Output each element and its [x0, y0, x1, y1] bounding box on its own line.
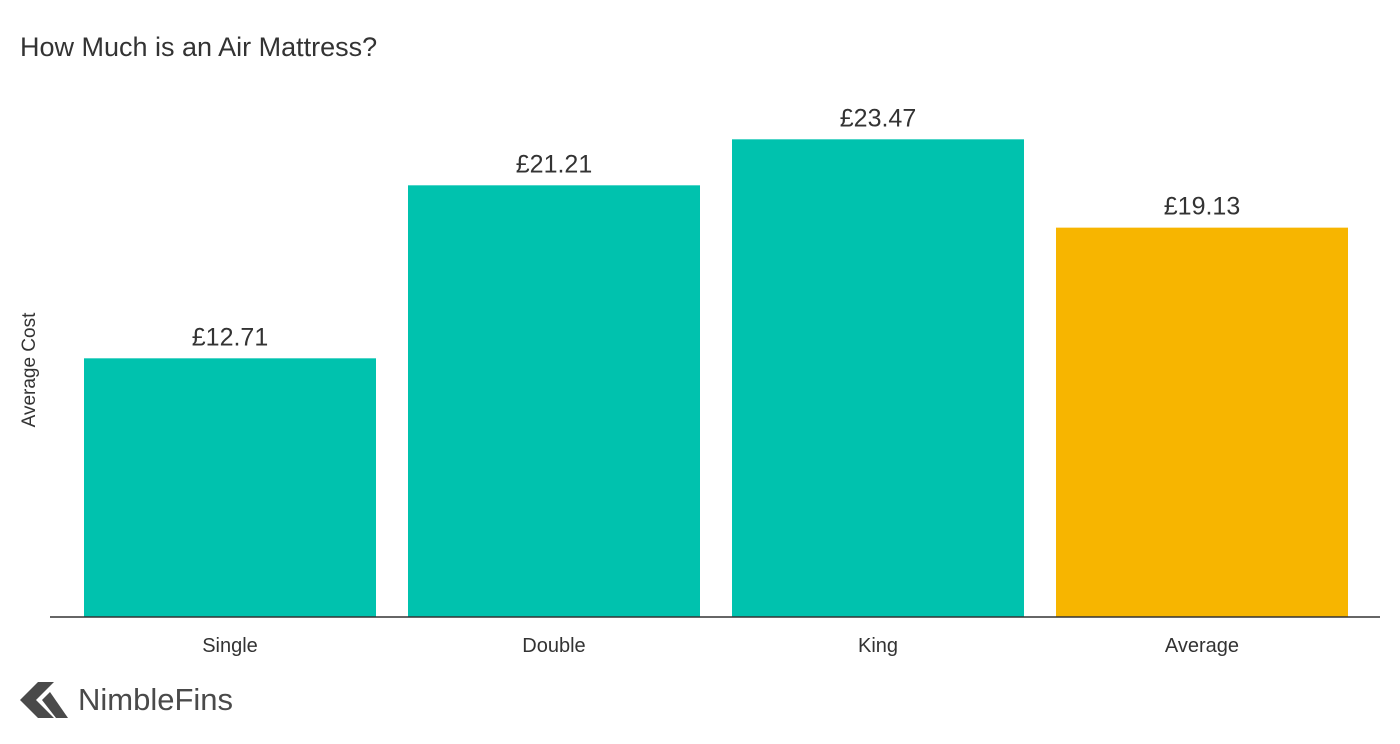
- value-labels-layer: £12.71 £21.21 £23.47 £19.13: [192, 104, 1240, 351]
- brand-name: NimbleFins: [78, 682, 234, 717]
- x-tick-label-double: Double: [522, 635, 585, 657]
- bar-king: [732, 139, 1024, 617]
- bar-value-label-double: £21.21: [516, 150, 592, 178]
- chart-title: How Much is an Air Mattress?: [20, 32, 378, 62]
- bar-average: [1056, 227, 1348, 617]
- bars-layer: [84, 139, 1348, 617]
- bar-single: [84, 358, 376, 617]
- x-tick-label-average: Average: [1165, 635, 1239, 657]
- bar-value-label-king: £23.47: [840, 104, 916, 132]
- bar-value-label-single: £12.71: [192, 323, 268, 351]
- x-tick-label-king: King: [858, 635, 898, 657]
- x-tick-labels-layer: Single Double King Average: [202, 635, 1239, 657]
- bar-double: [408, 185, 700, 617]
- brand-logo: NimbleFins: [20, 678, 233, 722]
- nimblefins-chevron-logo-icon: [20, 682, 68, 718]
- bar-value-label-average: £19.13: [1164, 193, 1240, 221]
- x-tick-label-single: Single: [202, 635, 258, 657]
